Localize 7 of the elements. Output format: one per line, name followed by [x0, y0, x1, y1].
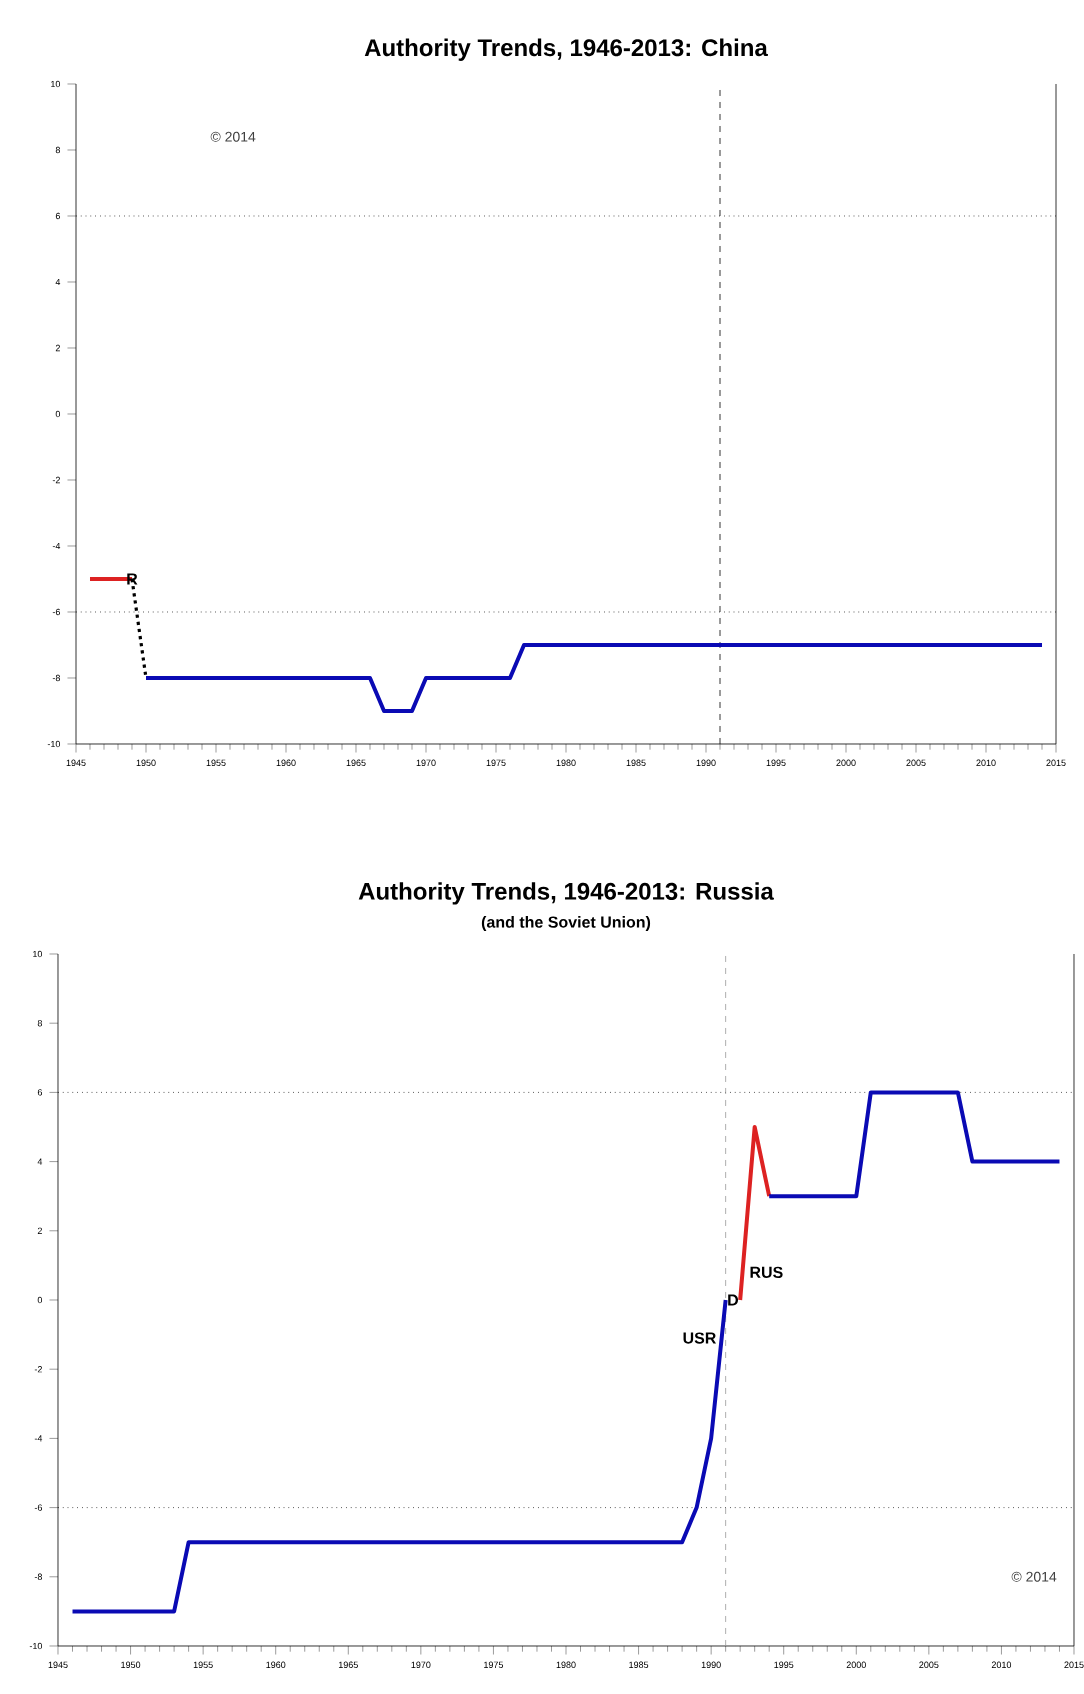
- annotation: D: [728, 1294, 739, 1306]
- chart-title: Authority Trends, 1946-2013: Russia: [358, 882, 774, 905]
- line-series: [70, 1298, 728, 1614]
- chart-title: Authority Trends, 1946-2013: China: [364, 38, 768, 61]
- annotation: RUS: [750, 1266, 783, 1278]
- annotation: USR: [683, 1332, 717, 1344]
- chart-subtitle: (and the Soviet Union): [481, 916, 651, 931]
